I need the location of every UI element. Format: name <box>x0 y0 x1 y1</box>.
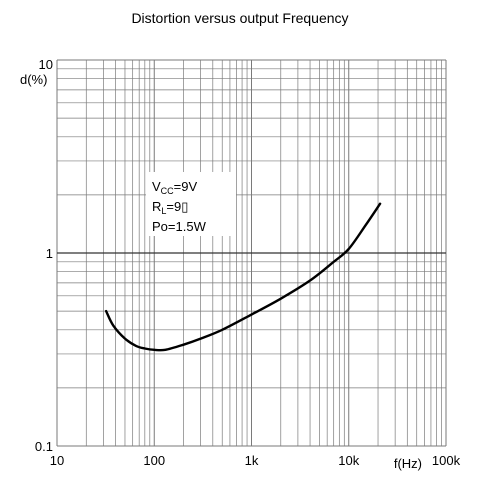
annotation-line: Po=1.5W <box>152 219 207 234</box>
series-layer <box>104 202 382 352</box>
x-axis-title: f(Hz) <box>394 456 422 471</box>
annotation-line: RL=9▯ <box>152 199 188 216</box>
y-tick-label: 10 <box>39 57 53 72</box>
annotation-layer: VCC=9V RL=9▯ Po=1.5W <box>152 179 207 234</box>
grid <box>56 59 447 447</box>
x-tick-label: 10k <box>338 453 359 468</box>
y-axis-title: d(%) <box>20 72 47 87</box>
x-tick-label: 10 <box>50 453 64 468</box>
x-tick-label: 100k <box>432 453 461 468</box>
chart-title: Distortion versus output Frequency <box>131 10 349 26</box>
series-line-0 <box>104 202 382 352</box>
annotation-box <box>146 172 236 236</box>
annotation-line: VCC=9V <box>152 179 197 196</box>
y-tick-label: 1 <box>46 246 53 261</box>
tick-labels: 10 100 1k 10k 100k 0.1 1 10 <box>35 57 461 468</box>
y-tick-label: 0.1 <box>35 439 53 454</box>
axis-titles: d(%) f(Hz) <box>20 72 422 471</box>
x-tick-label: 1k <box>245 453 259 468</box>
x-tick-label: 100 <box>143 453 165 468</box>
